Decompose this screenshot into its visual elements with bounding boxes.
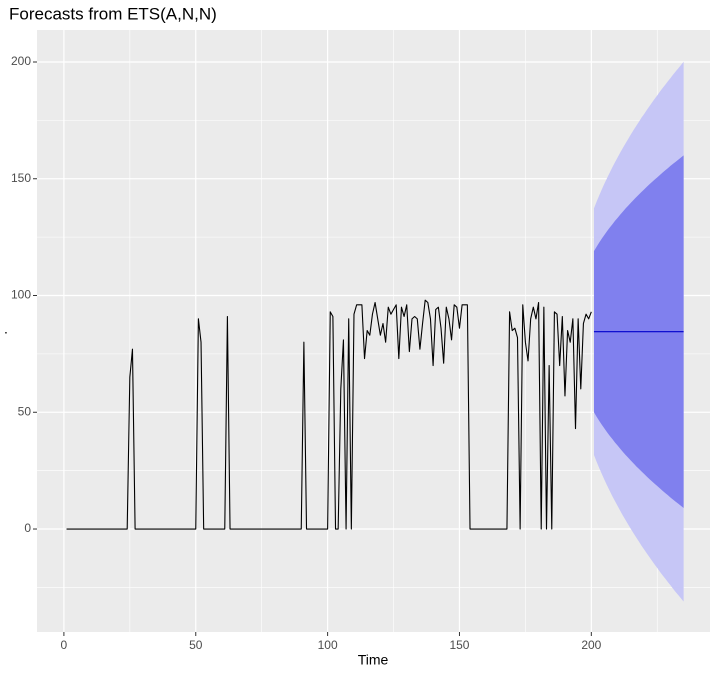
y-tick-label: 50 — [18, 404, 32, 418]
plot-area — [66, 61, 684, 602]
x-axis-title: Time — [358, 652, 389, 668]
y-tick-label: 200 — [11, 54, 31, 68]
chart-title: Forecasts from ETS(A,N,N) — [9, 4, 217, 23]
x-tick-label: 200 — [581, 638, 601, 652]
series-line — [66, 299, 592, 530]
x-tick-label: 150 — [449, 638, 469, 652]
y-tick-label: 100 — [11, 288, 31, 302]
x-tick-label: 50 — [189, 638, 203, 652]
y-tick-label: 0 — [24, 521, 31, 535]
y-tick-label: 150 — [11, 171, 31, 185]
axes: 0 50 100 150 200 0 50 100 150 200 — [11, 54, 602, 652]
x-tick-label: 100 — [318, 638, 338, 652]
grid — [37, 30, 710, 632]
x-tick-label: 0 — [61, 638, 68, 652]
y-axis-title: . — [4, 321, 8, 337]
